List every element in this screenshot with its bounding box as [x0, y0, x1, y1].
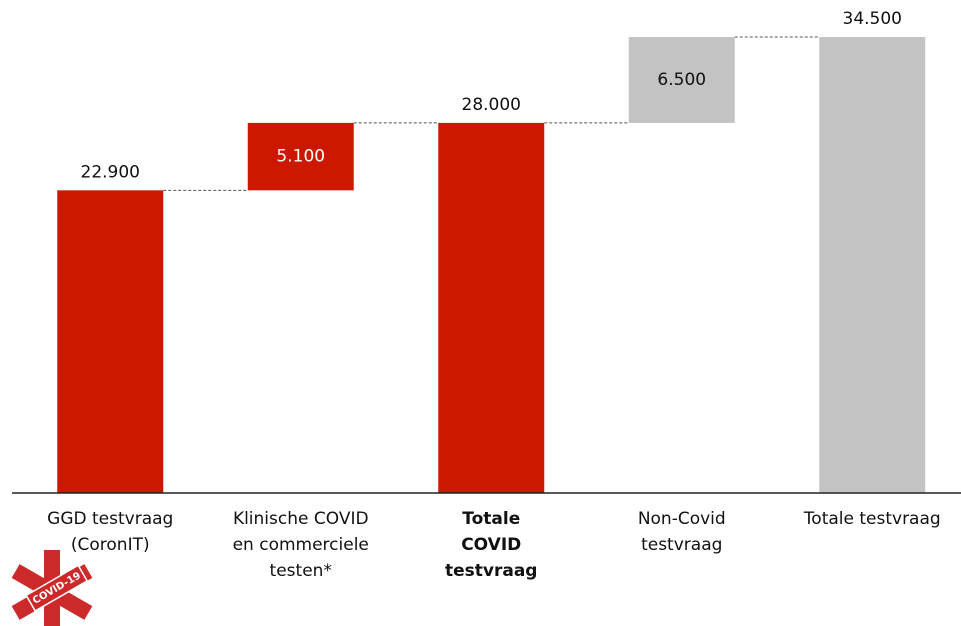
x-tick-label: testen*: [270, 561, 332, 581]
x-tick-label: Totale testvraag: [803, 509, 941, 529]
x-tick-label: COVID: [461, 535, 521, 555]
bar: [57, 190, 164, 494]
x-tick-label: testvraag: [641, 535, 722, 555]
covid-logo: COVID-19: [11, 550, 93, 626]
x-tick-label: GGD testvraag: [47, 509, 173, 529]
value-label: 28.000: [462, 95, 521, 115]
bar: [247, 122, 354, 191]
value-label: 6.500: [657, 70, 706, 90]
bar: [819, 37, 926, 493]
x-tick-label: Totale: [462, 509, 520, 529]
bar: [628, 37, 735, 123]
value-label: 22.900: [81, 162, 140, 182]
value-label: 34.500: [843, 9, 902, 29]
logo-badge: [25, 564, 89, 612]
x-tick-label: Klinische COVID: [233, 509, 369, 529]
bar: [438, 122, 545, 494]
x-tick-label: testvraag: [445, 561, 537, 581]
x-tick-label: (CoronIT): [71, 535, 150, 555]
value-label: 5.100: [276, 147, 325, 167]
x-tick-label: en commerciele: [233, 535, 369, 555]
x-tick-label: Non-Covid: [638, 509, 726, 529]
